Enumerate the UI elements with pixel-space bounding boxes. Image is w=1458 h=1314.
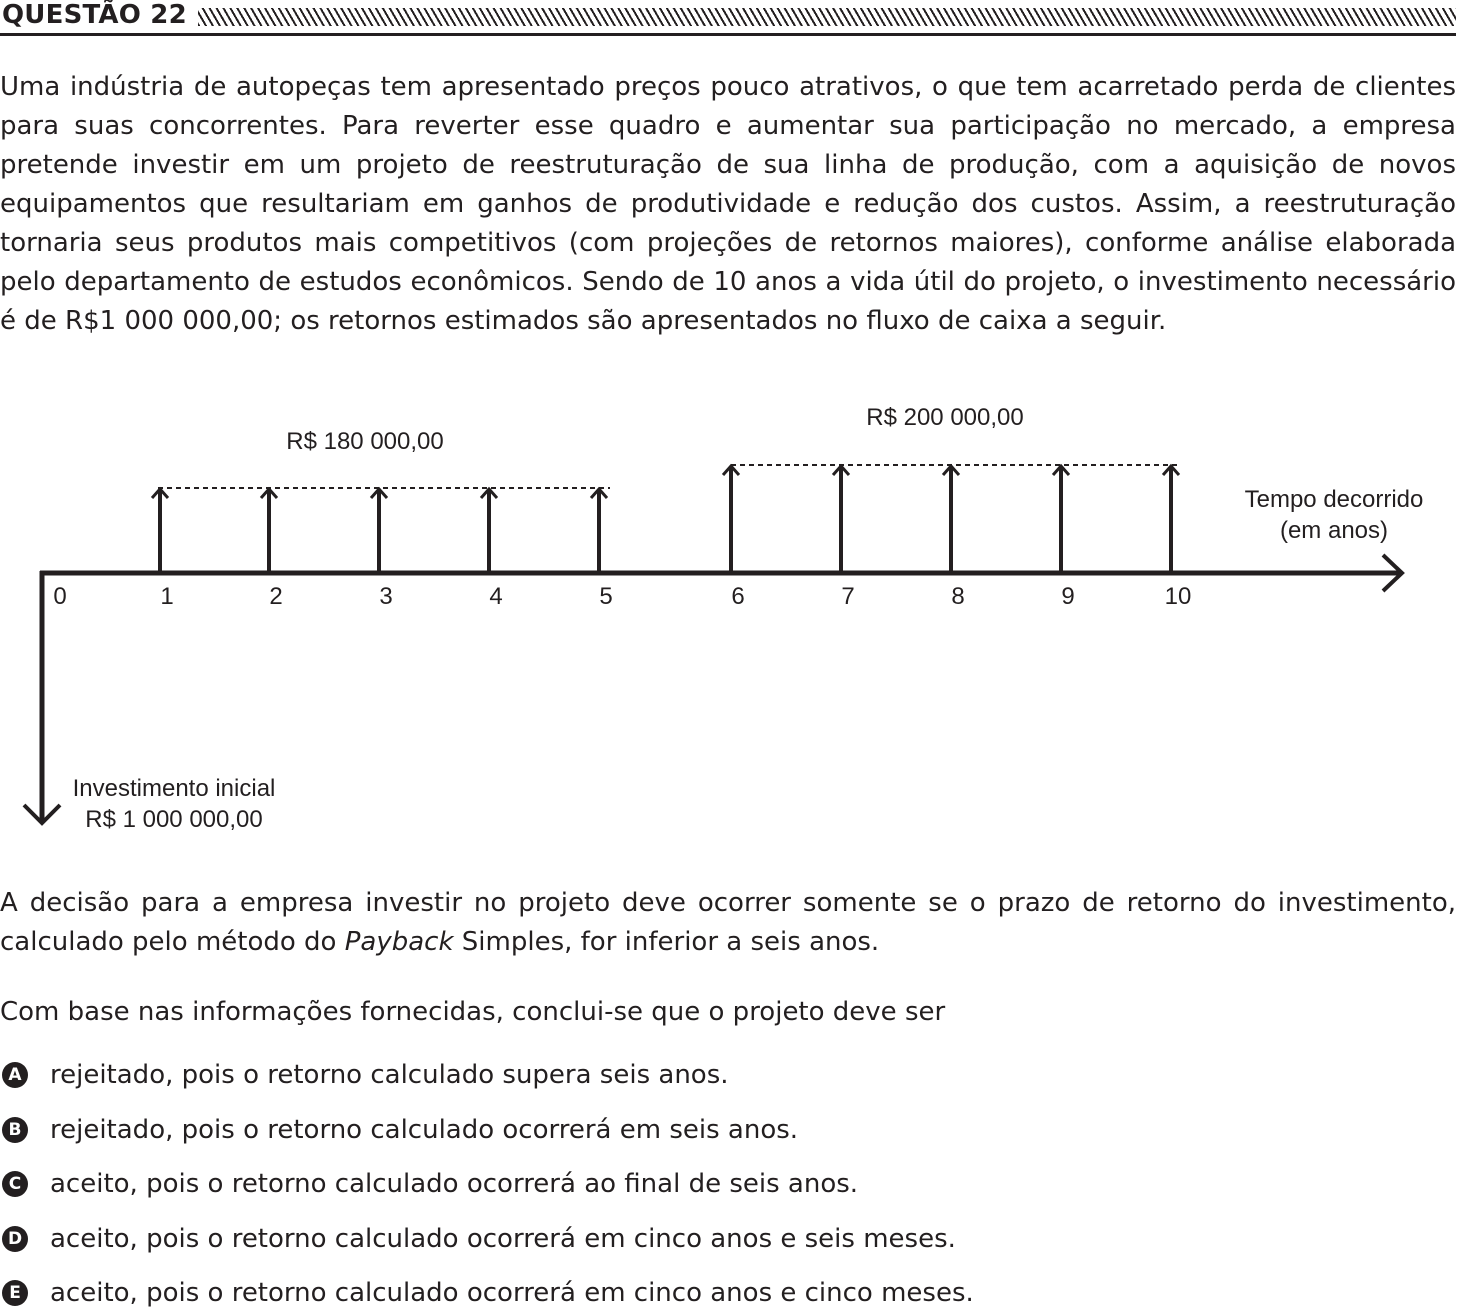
option-e[interactable]: E aceito, pois o retorno calculado ocorr… bbox=[0, 1274, 1456, 1314]
decision-text-start: A decisão para a empresa investir no pro… bbox=[0, 888, 1456, 957]
option-b-text: rejeitado, pois o retorno calculado ocor… bbox=[50, 1115, 799, 1145]
header-rule bbox=[0, 33, 1456, 36]
payback-term: Payback bbox=[344, 927, 454, 957]
option-c-text: aceito, pois o retorno calculado ocorrer… bbox=[50, 1169, 859, 1199]
period-label-5: 5 bbox=[599, 583, 612, 610]
option-e-badge: E bbox=[2, 1280, 28, 1306]
period-label-2: 2 bbox=[269, 583, 282, 610]
question-title: QUESTÃO 22 bbox=[2, 0, 187, 30]
decision-text-end: Simples, for inferior a seis anos. bbox=[453, 927, 880, 957]
period-label-4: 4 bbox=[489, 583, 502, 610]
option-e-text: aceito, pois o retorno calculado ocorrer… bbox=[50, 1278, 974, 1308]
inflow-arrow-year-2 bbox=[259, 486, 279, 573]
period-label-6: 6 bbox=[731, 583, 744, 610]
cash-flow-svg: 0 1 2 3 4 5 6 7 8 9 10 R$ 180 000,00 R$ 200 000,00… bbox=[22, 404, 1424, 833]
cash-flow-diagram: 0 1 2 3 4 5 6 7 8 9 10 R$ 180 000,00 R$ 200 000,00… bbox=[0, 395, 1456, 845]
inflow-arrow-year-7 bbox=[831, 463, 851, 573]
option-a-badge: A bbox=[2, 1062, 28, 1088]
axis-label-line1: Tempo decorrido bbox=[1245, 486, 1424, 513]
question-header: QUESTÃO 22 bbox=[0, 0, 1456, 38]
period-label-10: 10 bbox=[1165, 583, 1192, 610]
period-label-9: 9 bbox=[1061, 583, 1074, 610]
inflow-arrow-year-6 bbox=[721, 463, 741, 573]
option-a-text: rejeitado, pois o retorno calculado supe… bbox=[50, 1060, 729, 1090]
option-d-badge: D bbox=[2, 1226, 28, 1252]
inflow-arrow-year-5 bbox=[589, 486, 609, 573]
inflow-label-200000: R$ 200 000,00 bbox=[866, 404, 1023, 431]
option-c-badge: C bbox=[2, 1171, 28, 1197]
header-hatch-decoration bbox=[198, 8, 1456, 26]
investment-label-line2: R$ 1 000 000,00 bbox=[85, 806, 262, 833]
inflow-arrow-year-8 bbox=[941, 463, 961, 573]
question-prompt: Com base nas informações fornecidas, con… bbox=[0, 997, 946, 1027]
inflow-arrow-year-10 bbox=[1161, 463, 1181, 573]
investment-outflow-arrowhead bbox=[22, 803, 62, 826]
option-b[interactable]: B rejeitado, pois o retorno calculado oc… bbox=[0, 1111, 1456, 1151]
period-label-1: 1 bbox=[160, 583, 173, 610]
inflow-arrow-year-4 bbox=[479, 486, 499, 573]
option-b-badge: B bbox=[2, 1117, 28, 1143]
investment-label-line1: Investimento inicial bbox=[73, 775, 276, 802]
inflow-label-180000: R$ 180 000,00 bbox=[286, 428, 443, 455]
inflow-arrow-year-9 bbox=[1051, 463, 1071, 573]
inflow-arrow-year-1 bbox=[150, 486, 170, 573]
inflow-arrows bbox=[150, 463, 1181, 573]
time-axis-arrowhead bbox=[1381, 553, 1405, 593]
option-d-text: aceito, pois o retorno calculado ocorrer… bbox=[50, 1224, 956, 1254]
period-labels: 0 1 2 3 4 5 6 7 8 9 10 bbox=[53, 583, 1191, 610]
option-a[interactable]: A rejeitado, pois o retorno calculado su… bbox=[0, 1056, 1456, 1096]
option-d[interactable]: D aceito, pois o retorno calculado ocorr… bbox=[0, 1220, 1456, 1260]
decision-criterion: A decisão para a empresa investir no pro… bbox=[0, 884, 1456, 962]
inflow-arrow-year-3 bbox=[369, 486, 389, 573]
period-label-3: 3 bbox=[379, 583, 392, 610]
option-c[interactable]: C aceito, pois o retorno calculado ocorr… bbox=[0, 1165, 1456, 1205]
period-label-0: 0 bbox=[53, 583, 66, 610]
question-statement: Uma indústria de autopeças tem apresenta… bbox=[0, 72, 1456, 336]
period-label-7: 7 bbox=[841, 583, 854, 610]
period-label-8: 8 bbox=[951, 583, 964, 610]
axis-label-line2: (em anos) bbox=[1280, 517, 1388, 544]
